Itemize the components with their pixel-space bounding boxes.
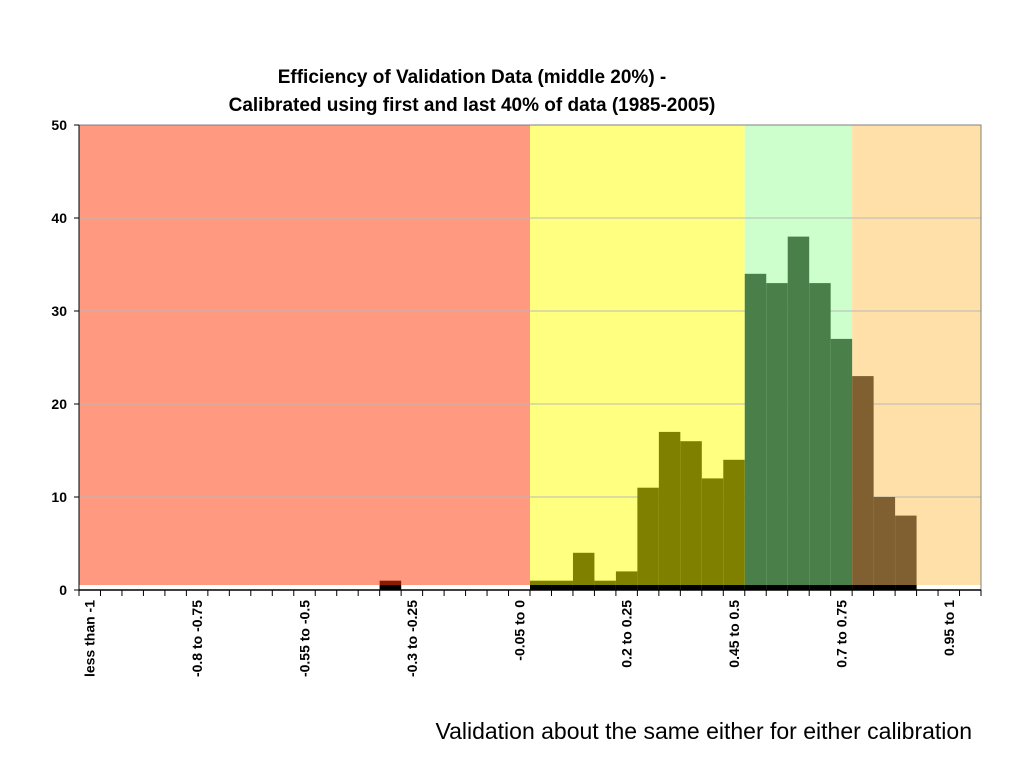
bar [723,459,745,590]
bar-base [701,585,724,590]
bar-base [658,585,681,590]
x-tick-label: 0.2 to 0.25 [619,600,635,668]
bar-base [530,585,552,590]
x-tick-label: 0.45 to 0.5 [726,600,742,668]
chart-title-line-1: Efficiency of Validation Data (middle 20… [277,67,667,88]
x-tick-label: -0.05 to 0 [511,600,527,661]
bar [895,515,917,590]
bar [873,497,896,590]
bar-base [895,585,917,590]
bar-base [594,585,616,590]
bar-base [787,585,810,590]
y-tick-label: 10 [51,489,67,505]
bar-base [615,585,638,590]
bar [658,431,681,590]
y-tick-label: 0 [59,582,67,598]
bar [809,283,831,590]
bar [787,236,810,590]
y-tick-label: 30 [51,303,67,319]
bar [766,283,788,590]
x-tick-label: 0.7 to 0.75 [833,600,849,668]
chart-title-line-2: Calibrated using first and last 40% of d… [228,95,716,116]
bar [830,338,853,590]
bar-base [830,585,853,590]
y-tick-label: 40 [51,210,67,226]
x-tick-label: 0.95 to 1 [941,600,957,656]
x-tick-label: -0.3 to -0.25 [404,600,420,677]
bar [637,487,659,590]
x-tick-label: -0.8 to -0.75 [189,600,205,677]
background-band-1 [79,125,530,590]
bar [701,478,724,590]
y-tick-label: 50 [51,117,67,133]
bar-base [809,585,831,590]
bar [572,552,595,590]
bar-base [572,585,595,590]
x-tick-label: less than -1 [82,600,98,677]
bar-base [766,585,788,590]
bar-base [379,585,402,590]
bar-base [723,585,745,590]
chart-title: Efficiency of Validation Data (middle 20… [0,64,944,120]
bar [680,441,702,590]
bar-base [551,585,573,590]
bar-base [873,585,896,590]
bar [744,273,767,590]
bar-base [680,585,702,590]
bar-base [744,585,767,590]
bar-base [637,585,659,590]
y-tick-label: 20 [51,396,67,412]
slide-caption: Validation about the same either for eit… [435,718,972,744]
bar [852,376,874,590]
bar-base [852,585,874,590]
x-tick-label: -0.55 to -0.5 [297,600,313,677]
